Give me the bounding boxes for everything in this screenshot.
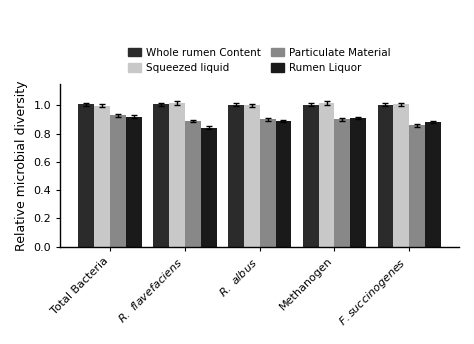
- Bar: [378, 105, 393, 247]
- Y-axis label: Relative microbial diversity: Relative microbial diversity: [15, 80, 28, 251]
- Bar: [110, 115, 126, 247]
- Bar: [244, 105, 260, 247]
- Bar: [79, 105, 94, 247]
- Bar: [319, 103, 335, 247]
- Bar: [201, 128, 217, 247]
- Bar: [425, 122, 441, 247]
- Bar: [126, 117, 142, 247]
- Bar: [335, 119, 350, 247]
- Bar: [275, 121, 292, 247]
- Bar: [185, 121, 201, 247]
- Bar: [409, 125, 425, 247]
- Bar: [260, 119, 275, 247]
- Bar: [169, 103, 185, 247]
- Legend: Whole rumen Content, Squeezed liquid, Particulate Material, Rumen Liquor: Whole rumen Content, Squeezed liquid, Pa…: [124, 44, 395, 77]
- Bar: [393, 105, 409, 247]
- Bar: [350, 118, 366, 247]
- Bar: [303, 105, 319, 247]
- Bar: [94, 106, 110, 247]
- Bar: [153, 105, 169, 247]
- Bar: [228, 105, 244, 247]
